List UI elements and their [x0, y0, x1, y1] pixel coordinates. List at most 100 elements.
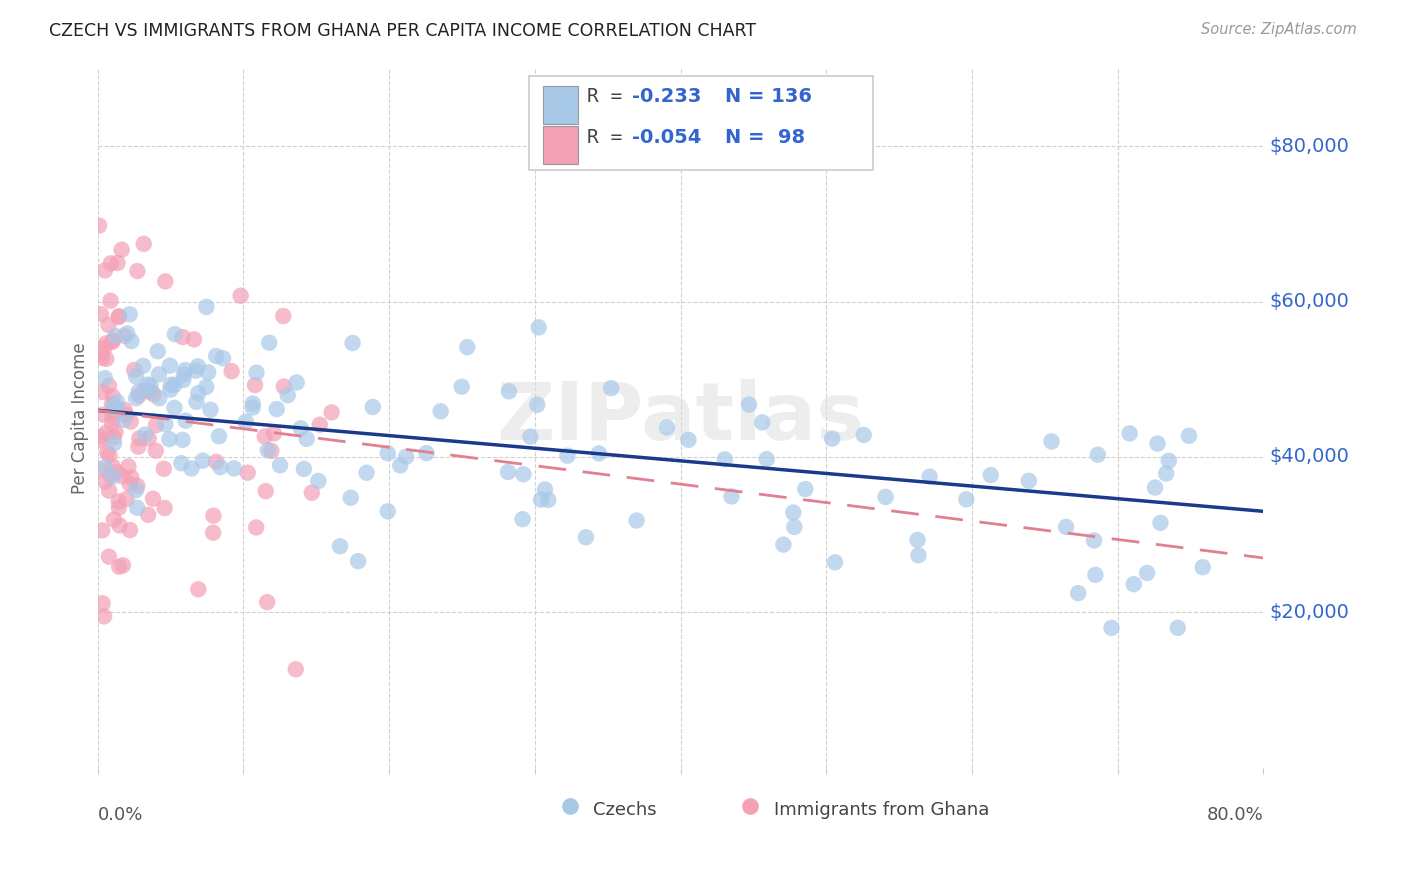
- Point: [1067, 586, 1090, 600]
- Point: [91, 384, 114, 399]
- Point: [159, 359, 181, 373]
- Point: [221, 364, 243, 378]
- Point: [91, 351, 114, 365]
- Text: CZECH VS IMMIGRANTS FROM GHANA PER CAPITA INCOME CORRELATION CHART: CZECH VS IMMIGRANTS FROM GHANA PER CAPIT…: [49, 22, 756, 40]
- Point: [496, 465, 519, 479]
- Point: [1144, 481, 1167, 495]
- Point: [208, 429, 231, 443]
- Point: [242, 401, 264, 415]
- Point: [205, 455, 228, 469]
- Point: [139, 384, 162, 399]
- Point: [1084, 567, 1107, 582]
- Point: [1191, 560, 1213, 574]
- Point: [429, 404, 451, 418]
- Point: [114, 408, 136, 422]
- Point: [955, 492, 977, 507]
- Point: [907, 549, 929, 563]
- Point: [136, 508, 159, 522]
- Point: [114, 329, 136, 343]
- Point: [139, 384, 162, 399]
- Point: [292, 462, 315, 476]
- Point: [111, 469, 134, 483]
- Point: [163, 401, 186, 415]
- Point: [101, 469, 124, 483]
- Point: [1087, 448, 1109, 462]
- Point: [104, 425, 127, 439]
- Point: [377, 504, 399, 518]
- Point: [153, 462, 176, 476]
- Point: [588, 446, 610, 460]
- Point: [519, 430, 541, 444]
- Point: [527, 320, 550, 334]
- Point: [103, 436, 125, 450]
- Point: [308, 417, 330, 432]
- Point: [127, 500, 149, 515]
- Point: [526, 398, 548, 412]
- Point: [94, 460, 117, 475]
- Point: [575, 530, 598, 544]
- Point: [824, 555, 846, 569]
- Point: [100, 293, 122, 308]
- Point: [212, 351, 235, 366]
- Point: [290, 421, 312, 435]
- Point: [537, 492, 560, 507]
- Point: [120, 470, 142, 484]
- Point: [101, 410, 124, 425]
- Point: [115, 491, 138, 506]
- Point: [98, 468, 121, 483]
- Point: [160, 377, 183, 392]
- Point: [395, 450, 418, 464]
- Point: [498, 384, 520, 399]
- Point: [1101, 621, 1123, 635]
- Point: [557, 449, 579, 463]
- Point: [101, 334, 124, 348]
- Text: Source: ZipAtlas.com: Source: ZipAtlas.com: [1201, 22, 1357, 37]
- Point: [600, 381, 623, 395]
- Point: [678, 433, 700, 447]
- Point: [277, 388, 299, 402]
- Point: [101, 334, 124, 349]
- Point: [122, 363, 145, 377]
- Point: [128, 431, 150, 445]
- Point: [97, 549, 120, 564]
- Point: [118, 523, 141, 537]
- Point: [1040, 434, 1063, 449]
- Point: [1136, 566, 1159, 580]
- Point: [103, 405, 125, 419]
- Text: $20,000: $20,000: [1270, 603, 1350, 622]
- Point: [389, 458, 412, 473]
- Point: [148, 392, 170, 406]
- Point: [125, 369, 148, 384]
- Point: [125, 483, 148, 497]
- Point: [361, 400, 384, 414]
- Point: [128, 384, 150, 399]
- Point: [114, 403, 136, 417]
- Point: [94, 336, 117, 351]
- Point: [755, 452, 778, 467]
- Point: [222, 461, 245, 475]
- Point: [195, 300, 218, 314]
- Point: [321, 405, 343, 419]
- Point: [245, 520, 267, 534]
- Point: [284, 662, 307, 676]
- Point: [94, 263, 117, 277]
- Point: [172, 373, 194, 387]
- Point: [103, 401, 125, 415]
- Point: [852, 428, 875, 442]
- Point: [93, 609, 115, 624]
- Point: [127, 440, 149, 454]
- Point: [163, 327, 186, 342]
- FancyBboxPatch shape: [529, 76, 873, 169]
- Text: Immigrants from Ghana: Immigrants from Ghana: [773, 801, 990, 819]
- Text: -0.054: -0.054: [631, 128, 702, 147]
- Point: [146, 344, 169, 359]
- Text: R =: R =: [588, 87, 634, 106]
- FancyBboxPatch shape: [543, 126, 578, 164]
- Point: [148, 368, 170, 382]
- Point: [118, 307, 141, 321]
- Point: [356, 466, 378, 480]
- Point: [794, 482, 817, 496]
- Point: [263, 426, 285, 441]
- Point: [174, 414, 197, 428]
- Point: [101, 397, 124, 411]
